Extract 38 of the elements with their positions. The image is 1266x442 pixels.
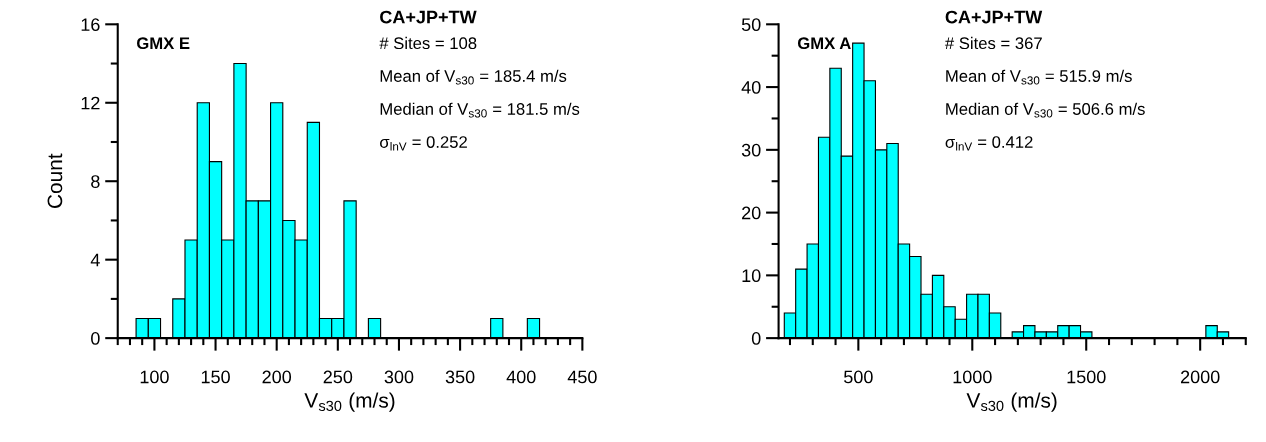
annotation: # Sites = 108 bbox=[379, 36, 477, 50]
text: GMX E bbox=[137, 37, 190, 50]
y-tick-label: 0 bbox=[751, 332, 761, 345]
x-tick-label: 150 bbox=[201, 370, 230, 384]
x-axis-title: V$_{s30}$ (m/s) bbox=[966, 392, 1057, 412]
y-tick-label: 50 bbox=[741, 18, 761, 32]
annotation: σ$_{lnV}$ = 0.252 bbox=[380, 136, 467, 151]
x-tick-label: 2000 bbox=[1181, 370, 1220, 384]
y-tick-label: 10 bbox=[742, 269, 761, 283]
annotation: σ$_{lnV}$ = 0.412 bbox=[945, 136, 1033, 151]
y-tick-label: 40 bbox=[741, 81, 761, 94]
y-tick-label: 12 bbox=[81, 96, 100, 110]
x-axis-title: V$_{s30}$ (m/s) bbox=[304, 392, 395, 412]
x-tick-label: 1000 bbox=[953, 370, 992, 384]
y-tick-label: 8 bbox=[91, 175, 100, 188]
x-tick-label: 100 bbox=[140, 370, 169, 384]
annotation: Mean of V$_{s30}$ = 185.4 m/s bbox=[380, 69, 567, 85]
y-tick-label: 0 bbox=[91, 332, 100, 345]
text: CA+JP+TW bbox=[945, 10, 1043, 24]
x-tick-label: 300 bbox=[384, 370, 414, 384]
y-tick-label: 30 bbox=[741, 143, 761, 157]
y-tick-label: 16 bbox=[81, 18, 100, 32]
y-axis-title: Count bbox=[47, 153, 63, 208]
annotation: Median of V$_{s30}$ = 506.6 m/s bbox=[946, 102, 1145, 118]
annotation: Mean of V$_{s30}$ = 515.9 m/s bbox=[946, 69, 1132, 85]
text: CA+JP+TW bbox=[380, 10, 477, 24]
text: GMX A bbox=[797, 37, 851, 50]
x-tick-label: 500 bbox=[844, 370, 873, 384]
x-tick-label: 400 bbox=[506, 370, 536, 384]
y-tick-label: 4 bbox=[90, 253, 100, 267]
x-tick-label: 250 bbox=[323, 370, 353, 384]
x-tick-label: 200 bbox=[262, 370, 292, 384]
x-tick-label: 350 bbox=[445, 370, 475, 384]
annotation: # Sites = 367 bbox=[944, 36, 1042, 50]
x-tick-label: 450 bbox=[567, 370, 597, 384]
x-tick-label: 1500 bbox=[1067, 370, 1106, 384]
annotation: Median of V$_{s30}$ = 181.5 m/s bbox=[380, 102, 580, 118]
y-tick-label: 20 bbox=[742, 206, 761, 220]
